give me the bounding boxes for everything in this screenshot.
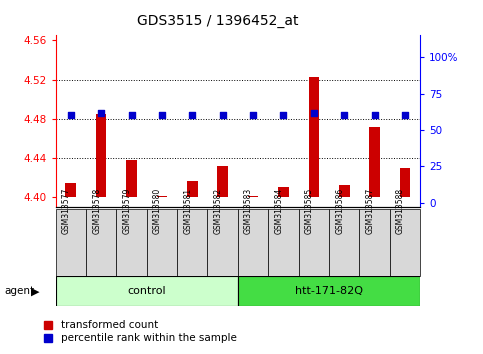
Bar xyxy=(56,276,238,306)
Bar xyxy=(96,114,106,197)
Point xyxy=(219,113,227,118)
Text: GSM313578: GSM313578 xyxy=(92,188,101,234)
Point xyxy=(310,110,318,115)
Bar xyxy=(359,209,390,276)
Text: GSM313579: GSM313579 xyxy=(123,188,131,234)
Point xyxy=(401,113,409,118)
Bar xyxy=(238,209,268,276)
Text: GSM313584: GSM313584 xyxy=(274,188,284,234)
Text: htt-171-82Q: htt-171-82Q xyxy=(295,286,363,296)
Text: GSM313580: GSM313580 xyxy=(153,188,162,234)
Bar xyxy=(268,209,298,276)
Bar xyxy=(298,209,329,276)
Text: GSM313583: GSM313583 xyxy=(244,188,253,234)
Point xyxy=(128,113,135,118)
Bar xyxy=(339,184,350,197)
Bar xyxy=(65,183,76,197)
Bar xyxy=(156,196,167,197)
Point xyxy=(158,113,166,118)
Bar xyxy=(278,188,289,197)
Text: GSM313581: GSM313581 xyxy=(183,188,192,234)
Text: GDS3515 / 1396452_at: GDS3515 / 1396452_at xyxy=(137,14,298,28)
Point xyxy=(341,113,348,118)
Bar xyxy=(238,276,420,306)
Bar xyxy=(400,168,411,197)
Point xyxy=(188,113,196,118)
Point xyxy=(67,113,74,118)
Text: GSM313587: GSM313587 xyxy=(366,188,375,234)
Bar xyxy=(369,127,380,197)
Text: GSM313577: GSM313577 xyxy=(62,188,71,234)
Point xyxy=(97,110,105,115)
Text: GSM313585: GSM313585 xyxy=(305,188,314,234)
Bar xyxy=(309,76,319,197)
Text: GSM313588: GSM313588 xyxy=(396,188,405,234)
Bar xyxy=(86,209,116,276)
Legend: transformed count, percentile rank within the sample: transformed count, percentile rank withi… xyxy=(44,320,236,343)
Bar xyxy=(147,209,177,276)
Text: ▶: ▶ xyxy=(31,287,40,297)
Point xyxy=(280,113,287,118)
Point xyxy=(249,113,257,118)
Bar xyxy=(217,166,228,197)
Bar xyxy=(177,209,208,276)
Text: control: control xyxy=(128,286,166,296)
Bar xyxy=(56,209,86,276)
Bar xyxy=(116,209,147,276)
Text: GSM313586: GSM313586 xyxy=(335,188,344,234)
Point xyxy=(371,113,379,118)
Bar xyxy=(390,209,420,276)
Bar xyxy=(329,209,359,276)
Bar xyxy=(208,209,238,276)
Text: agent: agent xyxy=(5,286,35,296)
Bar xyxy=(126,160,137,197)
Text: GSM313582: GSM313582 xyxy=(213,188,223,234)
Bar xyxy=(248,196,258,197)
Bar xyxy=(187,181,198,197)
